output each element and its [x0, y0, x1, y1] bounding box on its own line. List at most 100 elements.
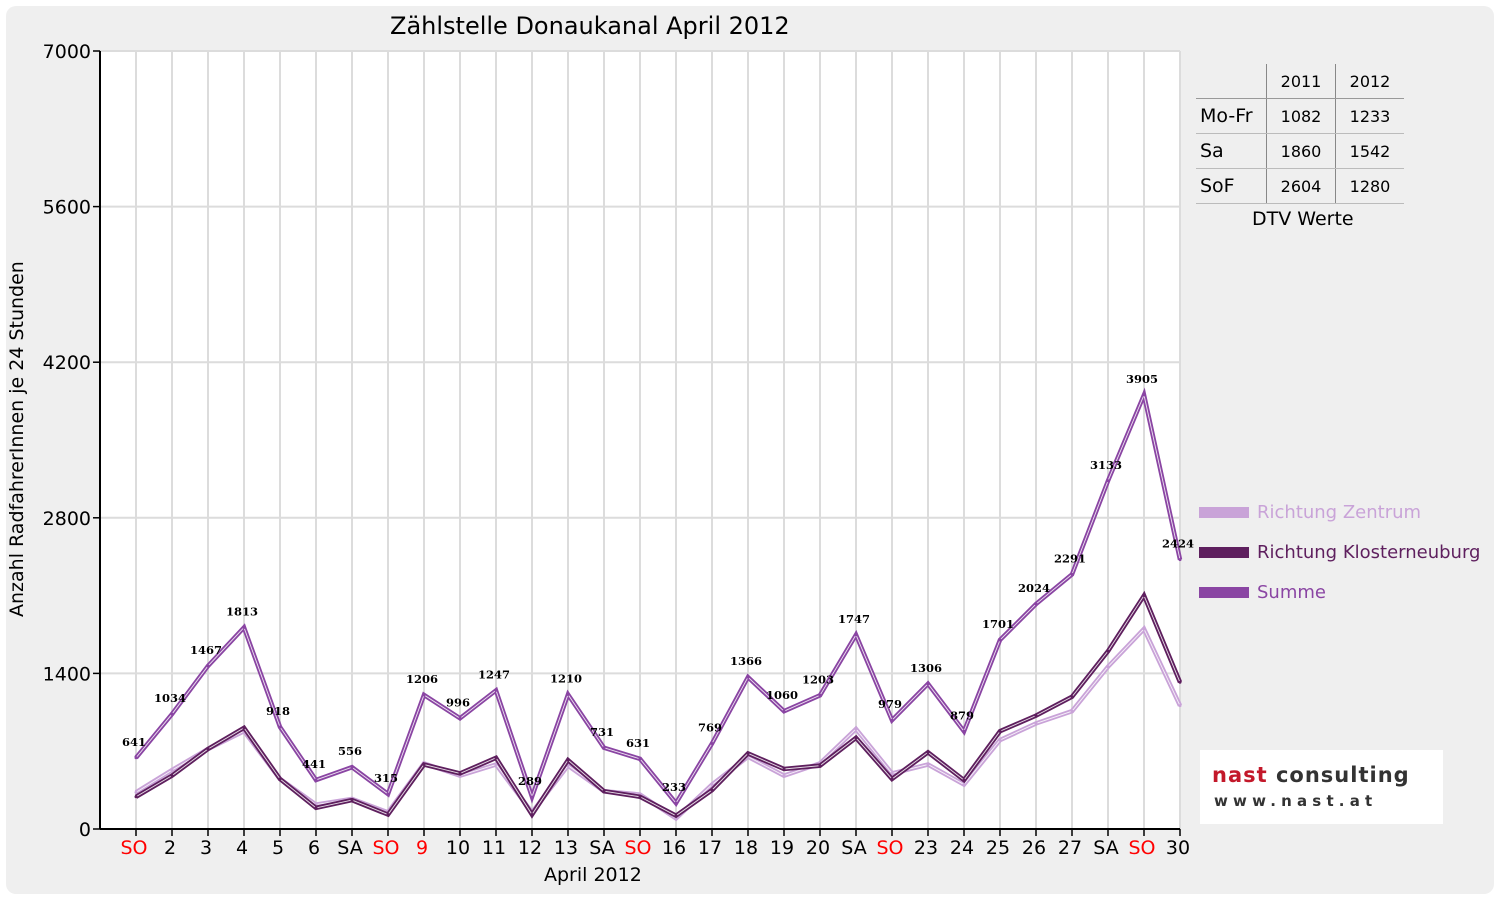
series-point-1 [350, 798, 354, 802]
x-tick-label: SO [372, 837, 399, 859]
data-label: 2424 [1162, 537, 1194, 551]
series-point-0 [926, 763, 930, 767]
x-tick-label: 12 [518, 837, 542, 859]
legend: Richtung Zentrum Richtung Klosterneuburg… [1199, 492, 1480, 612]
series-point-2 [530, 795, 534, 799]
series-point-2 [602, 746, 606, 750]
series-point-2 [134, 756, 138, 760]
series-point-1 [1034, 714, 1038, 718]
x-tick-label: 5 [272, 837, 284, 859]
series-point-0 [782, 774, 786, 778]
series-point-1 [926, 750, 930, 754]
legend-swatch [1199, 506, 1249, 518]
series-point-1 [134, 795, 138, 799]
series-point-2 [422, 693, 426, 697]
series-point-1 [206, 747, 210, 751]
x-tick-label: 13 [554, 837, 578, 859]
series-point-1 [602, 789, 606, 793]
series-point-2 [494, 688, 498, 692]
x-tick-label: 30 [1166, 837, 1190, 859]
data-label: 1210 [550, 672, 582, 686]
y-tick-label: 2800 [43, 508, 91, 530]
series-point-2 [458, 716, 462, 720]
series-point-1 [962, 778, 966, 782]
series-point-2 [1070, 572, 1074, 576]
x-tick-label: SA [841, 837, 866, 859]
data-label: 289 [518, 774, 542, 788]
logo-wordmark: nast consulting [1212, 763, 1410, 787]
data-label: 3905 [1126, 372, 1158, 386]
dtv-cell: 2604 [1266, 168, 1336, 204]
dtv-cell: 1082 [1266, 98, 1336, 134]
data-label: 1813 [226, 604, 258, 618]
x-tick-label: SO [1128, 837, 1155, 859]
data-label: 2024 [1018, 581, 1050, 595]
company-logo: nast consulting www.nast.at [1200, 750, 1443, 824]
series-point-1 [638, 795, 642, 799]
y-tick-label: 5600 [43, 197, 91, 219]
series-point-2 [926, 682, 930, 686]
x-tick-label: SO [624, 837, 651, 859]
series-point-0 [890, 771, 894, 775]
series-point-0 [1070, 709, 1074, 713]
series-point-1 [1178, 680, 1182, 684]
y-tick-label: 4200 [43, 352, 91, 374]
dtv-row-label: Mo-Fr [1196, 98, 1267, 134]
data-label: 1701 [982, 617, 1014, 631]
legend-label: Summe [1257, 581, 1326, 603]
data-label: 918 [266, 704, 290, 718]
series-point-0 [854, 727, 858, 731]
y-tick-label: 1400 [43, 663, 91, 685]
series-point-2 [242, 625, 246, 629]
data-label: 879 [950, 708, 974, 722]
series-point-2 [1142, 393, 1146, 397]
data-label: 979 [878, 697, 902, 711]
x-tick-label: 26 [1022, 837, 1046, 859]
series-point-1 [746, 751, 750, 755]
series-point-2 [1034, 602, 1038, 606]
series-point-2 [782, 709, 786, 713]
series-point-1 [314, 806, 318, 810]
legend-label: Richtung Zentrum [1257, 501, 1422, 523]
series-point-1 [494, 756, 498, 760]
data-label: 996 [446, 695, 470, 709]
dtv-table: 2011 2012 Mo-Fr 1082 1233 Sa 1860 1542 S… [1196, 64, 1404, 204]
series-point-0 [170, 768, 174, 772]
legend-label: Richtung Klosterneuburg [1257, 541, 1481, 563]
dtv-row-label: SoF [1196, 168, 1267, 204]
dtv-cell: 1542 [1335, 133, 1404, 169]
series-point-2 [890, 718, 894, 722]
data-label: 233 [662, 780, 686, 794]
x-tick-label: SA [589, 837, 614, 859]
dtv-corner [1196, 64, 1267, 99]
data-label: 1034 [154, 691, 186, 705]
series-point-2 [566, 693, 570, 697]
dtv-cell: 1280 [1335, 168, 1404, 204]
series-point-1 [530, 813, 534, 817]
data-label: 3133 [1090, 458, 1122, 472]
series-point-1 [890, 777, 894, 781]
series-point-0 [1034, 721, 1038, 725]
x-tick-label: 2 [164, 837, 176, 859]
x-tick-label: 3 [200, 837, 212, 859]
data-label: 1206 [406, 672, 438, 686]
data-label: 1747 [838, 612, 870, 626]
data-label: 1306 [910, 661, 942, 675]
series-point-0 [710, 783, 714, 787]
series-point-1 [782, 767, 786, 771]
data-label: 1203 [802, 672, 834, 686]
y-tick-label: 7000 [43, 41, 91, 63]
legend-swatch [1199, 546, 1249, 558]
data-label: 441 [302, 757, 326, 771]
series-point-1 [710, 788, 714, 792]
x-tick-label: SA [337, 837, 362, 859]
y-tick-label: 0 [79, 819, 91, 841]
series-point-1 [278, 777, 282, 781]
y-axis-label: Anzahl RadfahrerInnen je 24 Stunden [6, 261, 28, 617]
series-point-1 [1106, 649, 1110, 653]
series-point-2 [998, 638, 1002, 642]
x-tick-label: 17 [698, 837, 722, 859]
series-point-1 [674, 814, 678, 818]
